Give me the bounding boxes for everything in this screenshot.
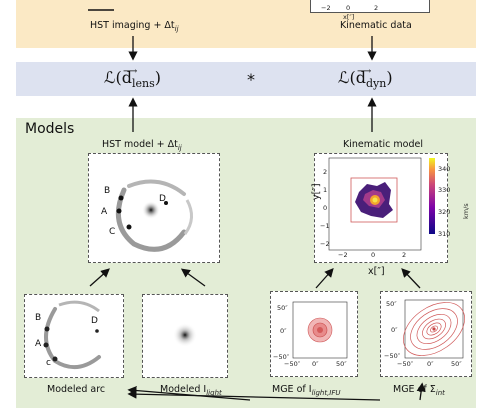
image-b-dot — [118, 195, 124, 201]
sigma-ytick-0: 50″ — [386, 300, 397, 308]
models-title: Models — [25, 121, 75, 137]
arc-label-a: A — [35, 339, 42, 349]
cbar-tick-3: 310 — [438, 230, 451, 238]
ifu-xtick-2: 50″ — [336, 360, 347, 368]
dyn-likelihood: ℒ(ddyn ⟶) — [338, 66, 393, 91]
image-label-b: B — [104, 186, 111, 196]
kinematic-data-label: Kinematic data — [340, 20, 412, 31]
mge-ifu-panel — [270, 291, 358, 377]
cbar-tick-0: 340 — [438, 165, 451, 173]
cbar-label: km/s — [462, 203, 470, 219]
hst-image-frame — [88, 9, 114, 11]
image-label-c: C — [109, 227, 116, 237]
arc-label-c: c — [46, 358, 51, 368]
modeled-arc-label: Modeled arc — [47, 384, 106, 395]
kin-data-tick-2: 2 — [374, 4, 379, 12]
sigma-xtick-1: 0″ — [427, 360, 434, 368]
ifu-xtick-0: −50″ — [284, 360, 301, 368]
kin-ytick-1: 1 — [323, 186, 328, 194]
ifu-xtick-1: 0″ — [312, 360, 319, 368]
lens-likelihood: ℒ(dlens ⟶) — [104, 66, 162, 91]
mge-sigma-panel — [380, 291, 472, 377]
cbar-tick-2: 320 — [438, 208, 451, 216]
kin-data-xlabel: x[″] — [343, 13, 355, 21]
kin-data-tick-1: 0 — [346, 4, 351, 12]
kin-xtick-2: 2 — [402, 251, 407, 259]
likelihood-band — [16, 62, 476, 96]
modeled-arc-panel — [24, 294, 124, 378]
kin-ytick-4: −2 — [320, 240, 330, 248]
kin-ytick-0: 2 — [323, 168, 328, 176]
image-label-a: A — [101, 207, 108, 217]
kinematic-model-label: Kinematic model — [343, 139, 423, 150]
modeled-light-label: Modeled Ilight — [160, 384, 222, 397]
image-label-d: D — [159, 194, 166, 204]
hst-model-label: HST model + Δtij — [102, 139, 182, 152]
kin-data-tick-0: −2 — [321, 4, 331, 12]
sigma-ytick-1: 0″ — [391, 326, 398, 334]
image-a-dot — [116, 208, 122, 214]
ifu-ytick-2: −50″ — [273, 353, 290, 361]
product-operator: * — [247, 70, 255, 89]
hst-imaging-label: HST imaging + Δtij — [90, 20, 179, 33]
kin-xtick-0: −2 — [338, 251, 348, 259]
sigma-xtick-0: −50″ — [397, 360, 414, 368]
image-d-dot — [164, 201, 168, 205]
mge-sigma-label: MGE of Σint — [393, 384, 445, 397]
kin-xlabel: x[″] — [368, 266, 385, 277]
hst-model-panel — [88, 153, 220, 263]
modeled-light-panel — [142, 294, 228, 378]
kin-xtick-1: 0 — [371, 251, 376, 259]
kin-ytick-2: 0 — [323, 204, 328, 212]
kin-ylabel: y[″] — [311, 183, 322, 200]
mge-ifu-label: MGE of Ilight,IFU — [272, 384, 341, 397]
kinematic-model-panel — [314, 153, 448, 263]
sigma-xtick-2: 50″ — [451, 360, 462, 368]
ifu-ytick-1: 0″ — [280, 327, 287, 335]
kinematic-data-frame — [310, 0, 430, 13]
sigma-ytick-2: −50″ — [384, 352, 401, 360]
arc-label-b: B — [35, 313, 42, 323]
image-c-dot — [126, 224, 132, 230]
cbar-tick-1: 330 — [438, 186, 451, 194]
arc-label-d: D — [91, 316, 98, 326]
ifu-ytick-0: 50″ — [277, 304, 288, 312]
kin-ytick-3: −1 — [320, 222, 330, 230]
